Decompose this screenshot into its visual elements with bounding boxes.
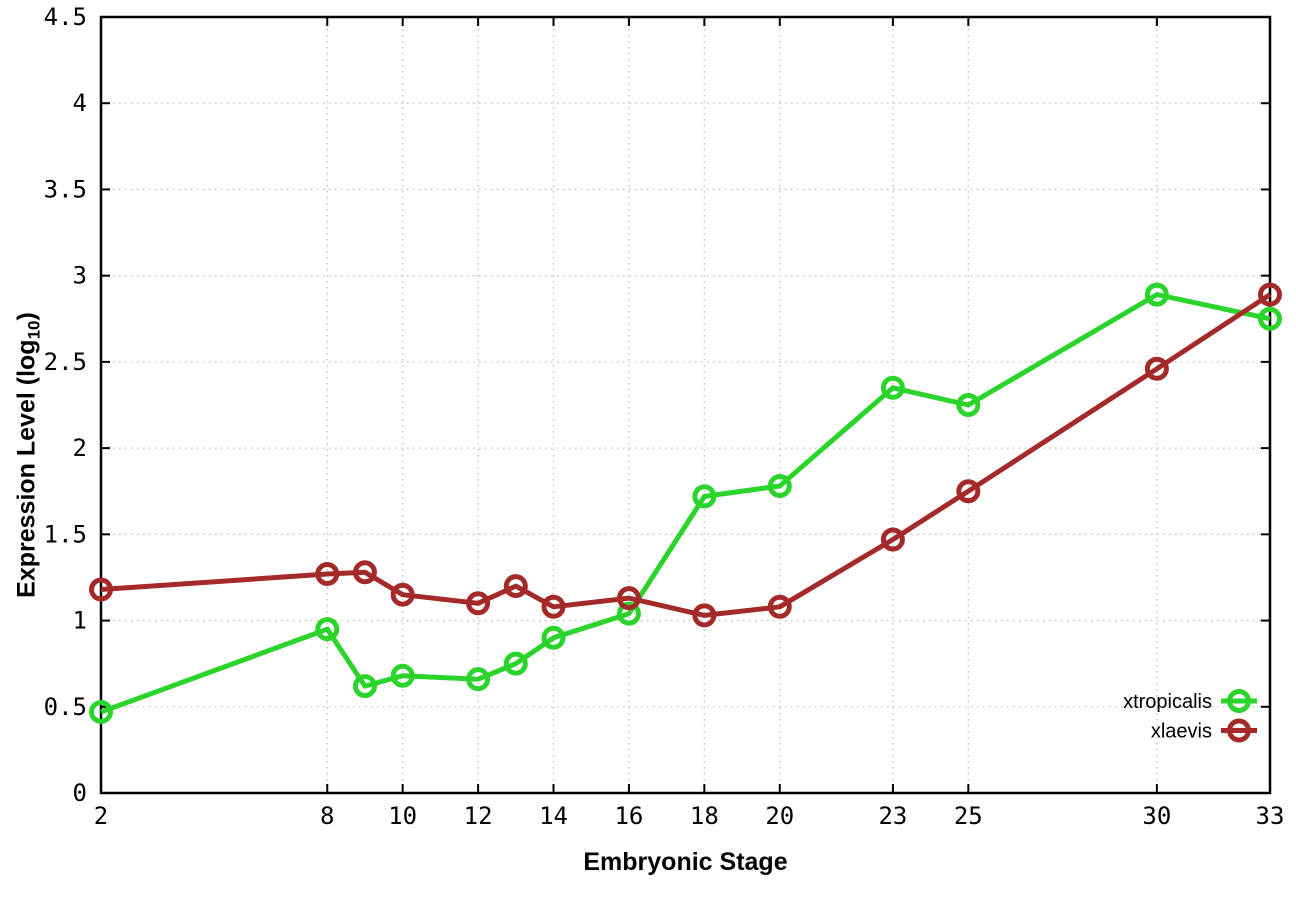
data-point-xtropicalis-2 — [89, 699, 113, 724]
x-axis-title: Embryonic Stage — [583, 848, 788, 876]
data-point-xtropicalis-30 — [1144, 282, 1169, 307]
data-point-xlaevis-10 — [390, 582, 415, 607]
x-tick-label-23: 23 — [878, 802, 907, 830]
legend-marker-icon-xlaevis — [1227, 718, 1251, 743]
legend-label-xtropicalis: xtropicalis — [1123, 691, 1212, 713]
x-tick-label-18: 18 — [690, 802, 719, 830]
y-tick-label-4: 4 — [73, 89, 87, 117]
x-tick-label-30: 30 — [1142, 802, 1171, 830]
y-axis-title-subscript: 10 — [24, 320, 44, 340]
y-axis-title-text: Expression Level (log — [12, 339, 41, 598]
x-tick-label-20: 20 — [765, 802, 794, 830]
data-point-xlaevis-25 — [956, 479, 981, 504]
legend-marker-icon-xtropicalis — [1227, 689, 1251, 713]
data-point-xlaevis-30 — [1144, 356, 1169, 381]
y-tick-label-0: 0 — [73, 779, 87, 807]
y-tick-label-4.5: 4.5 — [44, 3, 87, 31]
y-tick-label-2.5: 2.5 — [44, 348, 87, 376]
data-point-xlaevis-16 — [616, 586, 641, 611]
data-point-xlaevis-13 — [503, 574, 528, 599]
x-tick-label-2: 2 — [94, 802, 108, 830]
x-tick-label-16: 16 — [614, 802, 643, 830]
y-tick-label-3.5: 3.5 — [44, 175, 87, 203]
x-tick-label-33: 33 — [1256, 802, 1285, 830]
data-point-xlaevis-2 — [89, 577, 113, 602]
y-tick-label-1: 1 — [73, 607, 87, 635]
plot-border — [99, 15, 1272, 795]
legend-label-xlaevis: xlaevis — [1151, 721, 1212, 743]
data-point-xtropicalis-25 — [956, 393, 981, 417]
data-point-xtropicalis-16 — [616, 601, 641, 626]
y-axis-title: Expression Level (log10) — [12, 312, 44, 598]
series-line-xtropicalis — [100, 292, 1271, 715]
data-point-xlaevis-33 — [1258, 282, 1282, 307]
data-point-xlaevis-8 — [315, 561, 340, 586]
data-point-xlaevis-18 — [692, 603, 717, 628]
data-point-xtropicalis-14 — [541, 625, 566, 650]
x-tick-label-25: 25 — [954, 802, 983, 830]
data-point-xtropicalis-13 — [503, 651, 528, 676]
data-point-xtropicalis-33 — [1258, 306, 1282, 331]
data-point-xtropicalis-18 — [692, 484, 717, 509]
x-tick-label-14: 14 — [539, 802, 568, 830]
data-point-xtropicalis-9 — [352, 674, 377, 699]
data-point-xlaevis-9 — [352, 560, 377, 585]
data-point-xlaevis-23 — [880, 527, 905, 552]
data-point-xtropicalis-8 — [315, 617, 340, 642]
data-point-xtropicalis-12 — [466, 667, 491, 692]
x-tick-label-8: 8 — [320, 802, 334, 830]
y-axis-title-close: ) — [12, 312, 41, 321]
data-point-xlaevis-20 — [767, 594, 792, 619]
data-point-xtropicalis-10 — [390, 663, 415, 688]
data-point-xtropicalis-20 — [767, 474, 792, 499]
x-tick-label-12: 12 — [464, 802, 493, 830]
x-tick-label-10: 10 — [388, 802, 417, 830]
y-tick-label-3: 3 — [73, 262, 87, 290]
y-tick-label-1.5: 1.5 — [44, 520, 87, 548]
y-tick-label-2: 2 — [73, 434, 87, 462]
series-line-xlaevis — [100, 292, 1272, 618]
data-point-xtropicalis-23 — [880, 375, 905, 400]
y-tick-label-0.5: 0.5 — [44, 693, 87, 721]
data-point-xlaevis-14 — [541, 594, 566, 619]
data-point-xlaevis-12 — [466, 591, 491, 616]
